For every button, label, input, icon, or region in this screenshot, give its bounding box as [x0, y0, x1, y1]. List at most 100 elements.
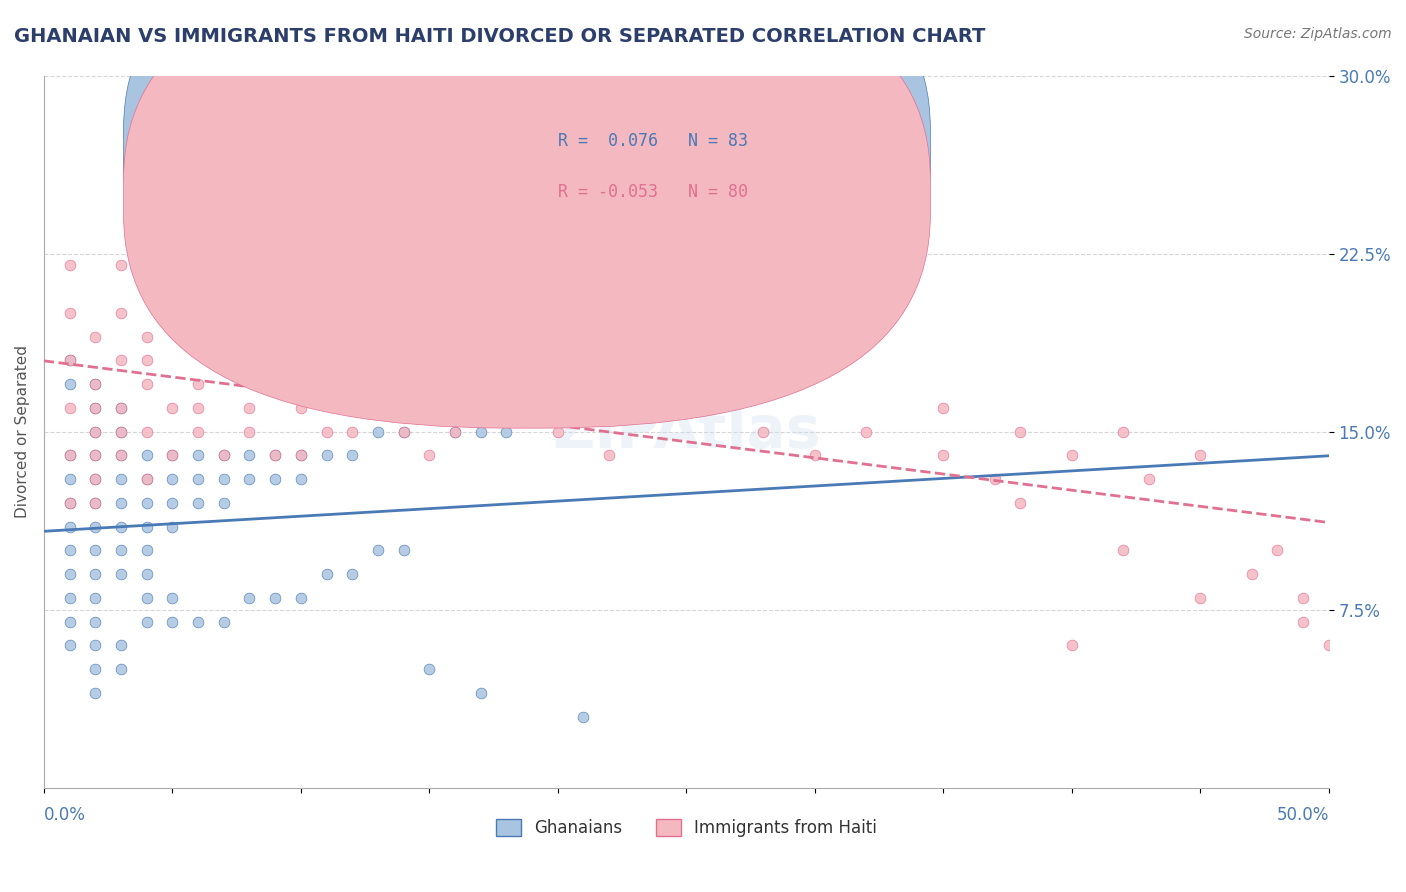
Point: [932, 401, 955, 415]
Point: [84, 639, 107, 653]
Point: [598, 449, 620, 463]
Point: [187, 163, 209, 178]
Point: [110, 543, 132, 558]
Point: [290, 449, 312, 463]
Point: [84, 543, 107, 558]
Point: [418, 662, 440, 676]
Point: [1189, 449, 1212, 463]
Point: [315, 567, 337, 582]
Text: Source: ZipAtlas.com: Source: ZipAtlas.com: [1244, 27, 1392, 41]
Point: [342, 567, 364, 582]
Point: [315, 449, 337, 463]
Point: [58, 543, 80, 558]
Point: [342, 425, 364, 439]
Text: R =  0.076   N = 83: R = 0.076 N = 83: [558, 132, 748, 150]
Point: [84, 615, 107, 629]
Y-axis label: Divorced or Separated: Divorced or Separated: [15, 345, 30, 518]
Point: [110, 496, 132, 510]
Point: [342, 449, 364, 463]
Point: [58, 353, 80, 368]
Point: [110, 401, 132, 415]
Point: [1265, 543, 1288, 558]
Point: [84, 329, 107, 343]
Point: [418, 259, 440, 273]
Point: [58, 353, 80, 368]
Point: [803, 449, 825, 463]
Point: [162, 401, 184, 415]
Point: [110, 449, 132, 463]
Point: [110, 425, 132, 439]
Point: [135, 449, 157, 463]
Point: [162, 591, 184, 605]
Point: [675, 401, 697, 415]
Point: [238, 187, 260, 202]
Point: [135, 329, 157, 343]
Point: [290, 472, 312, 486]
Point: [290, 591, 312, 605]
Point: [855, 425, 877, 439]
Point: [110, 472, 132, 486]
Point: [135, 353, 157, 368]
Point: [1060, 449, 1083, 463]
Point: [162, 472, 184, 486]
Text: 50.0%: 50.0%: [1277, 805, 1329, 823]
Point: [444, 425, 467, 439]
Point: [58, 259, 80, 273]
Point: [1112, 425, 1135, 439]
Point: [418, 401, 440, 415]
Point: [392, 425, 415, 439]
Text: 0.0%: 0.0%: [44, 805, 86, 823]
Point: [1010, 496, 1032, 510]
Point: [392, 425, 415, 439]
Point: [367, 401, 389, 415]
Point: [110, 639, 132, 653]
Point: [110, 567, 132, 582]
Point: [110, 519, 132, 533]
Point: [187, 401, 209, 415]
Point: [84, 591, 107, 605]
Point: [84, 472, 107, 486]
Point: [212, 615, 235, 629]
Point: [110, 306, 132, 320]
Point: [162, 519, 184, 533]
Point: [1010, 425, 1032, 439]
Point: [162, 449, 184, 463]
Point: [1112, 543, 1135, 558]
Point: [495, 401, 517, 415]
Point: [58, 519, 80, 533]
Point: [418, 449, 440, 463]
Point: [162, 615, 184, 629]
Point: [238, 591, 260, 605]
Point: [392, 543, 415, 558]
FancyBboxPatch shape: [124, 0, 931, 378]
Point: [58, 567, 80, 582]
Point: [238, 353, 260, 368]
Point: [110, 425, 132, 439]
Point: [84, 496, 107, 510]
Legend: Ghanaians, Immigrants from Haiti: Ghanaians, Immigrants from Haiti: [489, 812, 883, 844]
Point: [572, 709, 595, 723]
Point: [84, 425, 107, 439]
Point: [84, 401, 107, 415]
Point: [58, 377, 80, 392]
Point: [135, 591, 157, 605]
Point: [187, 329, 209, 343]
Point: [58, 496, 80, 510]
Point: [367, 543, 389, 558]
Point: [520, 401, 543, 415]
Point: [932, 449, 955, 463]
Point: [212, 496, 235, 510]
Point: [212, 472, 235, 486]
Point: [1060, 639, 1083, 653]
Point: [238, 401, 260, 415]
Point: [598, 329, 620, 343]
Point: [315, 377, 337, 392]
Point: [187, 425, 209, 439]
Point: [264, 449, 287, 463]
Point: [84, 472, 107, 486]
Point: [470, 425, 492, 439]
Point: [187, 496, 209, 510]
Point: [367, 425, 389, 439]
Point: [84, 496, 107, 510]
Point: [187, 615, 209, 629]
